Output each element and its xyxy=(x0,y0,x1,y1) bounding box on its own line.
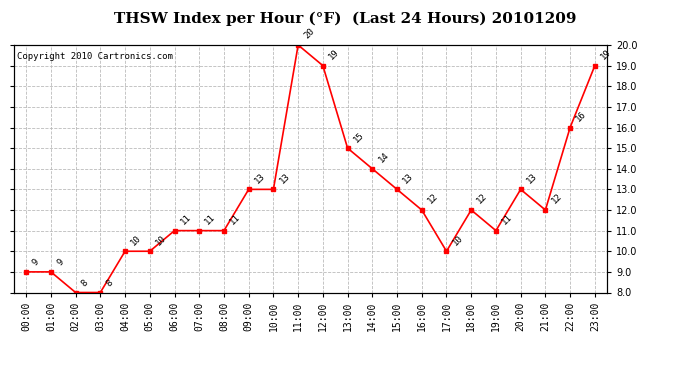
Text: Copyright 2010 Cartronics.com: Copyright 2010 Cartronics.com xyxy=(17,53,172,62)
Text: 11: 11 xyxy=(228,213,242,226)
Text: 13: 13 xyxy=(277,171,292,185)
Text: 11: 11 xyxy=(500,213,514,226)
Text: 8: 8 xyxy=(104,278,115,288)
Text: 8: 8 xyxy=(80,278,90,288)
Text: 12: 12 xyxy=(475,192,489,206)
Text: 13: 13 xyxy=(525,171,539,185)
Text: 16: 16 xyxy=(574,110,589,123)
Text: THSW Index per Hour (°F)  (Last 24 Hours) 20101209: THSW Index per Hour (°F) (Last 24 Hours)… xyxy=(114,11,576,26)
Text: 13: 13 xyxy=(401,171,415,185)
Text: 9: 9 xyxy=(55,258,66,268)
Text: 20: 20 xyxy=(302,27,316,41)
Text: 11: 11 xyxy=(204,213,217,226)
Text: 19: 19 xyxy=(327,48,341,62)
Text: 12: 12 xyxy=(426,192,440,206)
Text: 11: 11 xyxy=(179,213,193,226)
Text: 15: 15 xyxy=(352,130,366,144)
Text: 14: 14 xyxy=(377,151,391,165)
Text: 19: 19 xyxy=(599,48,613,62)
Text: 10: 10 xyxy=(129,233,144,247)
Text: 13: 13 xyxy=(253,171,267,185)
Text: 10: 10 xyxy=(154,233,168,247)
Text: 12: 12 xyxy=(549,192,564,206)
Text: 9: 9 xyxy=(30,258,41,268)
Text: 10: 10 xyxy=(451,233,464,247)
